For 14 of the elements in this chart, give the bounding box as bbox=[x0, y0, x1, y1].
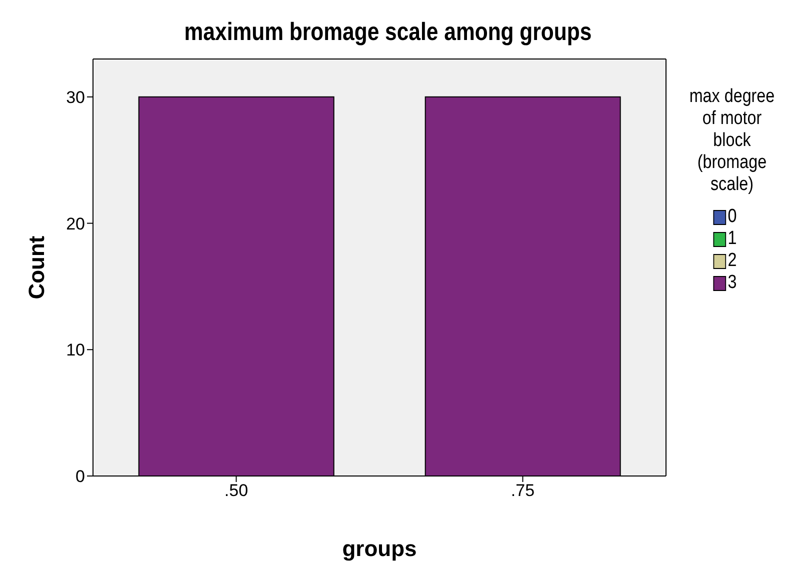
x-tick-label: .50 bbox=[224, 481, 248, 500]
legend-label: 3 bbox=[728, 272, 737, 294]
y-tick-label: 20 bbox=[66, 214, 85, 234]
chart-title: maximum bromage scale among groups bbox=[183, 18, 593, 47]
legend-title: max degree of motor block (bromage scale) bbox=[688, 86, 776, 196]
legend-label: 1 bbox=[728, 228, 737, 250]
y-tick-label: 10 bbox=[66, 340, 85, 360]
y-axis-title: Count bbox=[24, 235, 49, 300]
x-tick-label: .75 bbox=[510, 481, 535, 500]
y-tick-label: 30 bbox=[66, 88, 85, 107]
y-tick-label: 0 bbox=[76, 467, 85, 486]
legend-label: 2 bbox=[728, 250, 737, 272]
legend-label: 0 bbox=[728, 206, 737, 228]
x-axis-title: groups bbox=[342, 536, 417, 561]
